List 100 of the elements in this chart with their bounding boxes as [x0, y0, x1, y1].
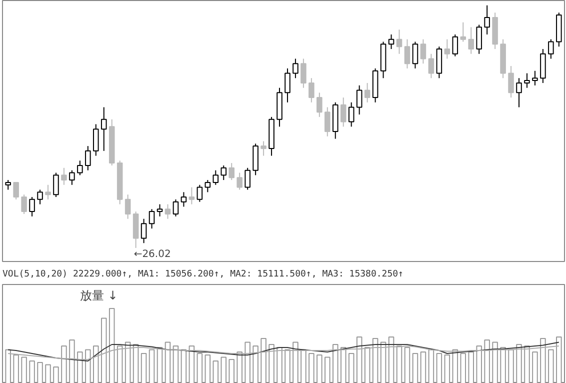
bar — [244, 342, 250, 383]
bar — [380, 342, 386, 383]
bar — [324, 356, 330, 383]
bar — [540, 338, 546, 383]
bar — [188, 346, 195, 383]
bar — [61, 346, 67, 383]
candlestick — [412, 41, 418, 69]
candlestick — [204, 180, 211, 193]
candlestick — [356, 84, 362, 116]
candlestick — [364, 82, 370, 103]
bar — [492, 342, 498, 383]
bar — [412, 353, 418, 383]
bar — [484, 340, 490, 383]
candlestick — [220, 164, 227, 181]
bar — [252, 346, 258, 383]
bar — [516, 344, 522, 383]
candlestick — [340, 97, 346, 128]
candlestick — [404, 38, 410, 69]
bar — [172, 346, 179, 383]
candlestick — [452, 34, 458, 57]
bar — [316, 354, 322, 383]
candlestick — [140, 218, 147, 244]
candlestick — [516, 78, 522, 108]
bar — [164, 342, 171, 383]
bar — [196, 353, 203, 383]
candlestick — [316, 92, 322, 118]
candlestick — [212, 170, 219, 186]
bar — [69, 340, 75, 383]
bar — [212, 360, 219, 383]
candlestick — [348, 102, 354, 128]
bar — [276, 347, 282, 383]
candlestick — [124, 194, 131, 220]
bar — [508, 349, 514, 383]
bar — [460, 353, 466, 383]
candlestick — [284, 68, 290, 103]
bar — [116, 346, 123, 383]
bar — [228, 359, 235, 383]
bar — [77, 352, 83, 383]
candlestick — [524, 72, 530, 88]
bar — [124, 342, 131, 383]
candlestick — [260, 140, 266, 156]
candlestick — [396, 29, 402, 54]
candlestick — [188, 186, 195, 205]
candlestick — [428, 53, 434, 79]
bar — [292, 342, 298, 383]
bar — [356, 336, 362, 383]
bar — [524, 346, 530, 383]
bar — [204, 354, 211, 383]
bar — [37, 362, 43, 383]
bar — [556, 336, 562, 383]
bar — [348, 353, 354, 383]
bar — [436, 353, 442, 383]
bar — [332, 344, 338, 383]
bar — [444, 354, 450, 383]
candlestick — [77, 160, 83, 176]
bar — [532, 352, 538, 383]
candlestick — [292, 58, 298, 79]
candlestick — [164, 204, 171, 220]
bar — [364, 347, 370, 383]
candlestick — [324, 106, 330, 137]
bar — [548, 349, 554, 383]
candlestick — [148, 208, 155, 230]
bar — [53, 366, 59, 383]
candlestick — [484, 4, 490, 35]
candlestick — [196, 184, 203, 202]
bar — [388, 336, 394, 383]
bar — [268, 344, 274, 383]
bar — [284, 349, 290, 383]
bar — [156, 347, 163, 383]
bar — [308, 353, 314, 383]
candlestick — [236, 172, 242, 190]
candlestick — [61, 167, 67, 186]
candlestick — [45, 184, 51, 200]
candlestick — [420, 38, 426, 64]
bar — [404, 347, 410, 383]
candlestick — [21, 194, 27, 214]
bar — [220, 356, 227, 383]
candlestick — [548, 38, 554, 60]
candlestick — [308, 78, 314, 103]
bar — [108, 308, 115, 383]
bar — [468, 352, 474, 383]
bar — [428, 349, 434, 383]
bar — [21, 356, 27, 383]
bar — [476, 346, 482, 383]
bar — [260, 338, 266, 383]
candlestick — [180, 192, 187, 208]
chart-title: VOL(5,10,20) 22229.000↑, MA1: 15056.200↑, MA2: 15111.500↑, MA3: 15380.250↑ — [2, 270, 404, 280]
bar — [29, 360, 35, 383]
candlestick — [228, 162, 235, 181]
bar — [140, 353, 147, 383]
candlestick — [85, 146, 91, 171]
candlestick — [5, 180, 11, 190]
candlestick — [532, 70, 538, 86]
candlestick — [476, 24, 482, 54]
bar — [500, 347, 506, 383]
text: ←26.02 — [134, 248, 171, 260]
bar — [300, 349, 306, 383]
bar — [85, 349, 91, 383]
text: 放量 ↓ — [80, 288, 118, 302]
bar — [132, 344, 139, 383]
